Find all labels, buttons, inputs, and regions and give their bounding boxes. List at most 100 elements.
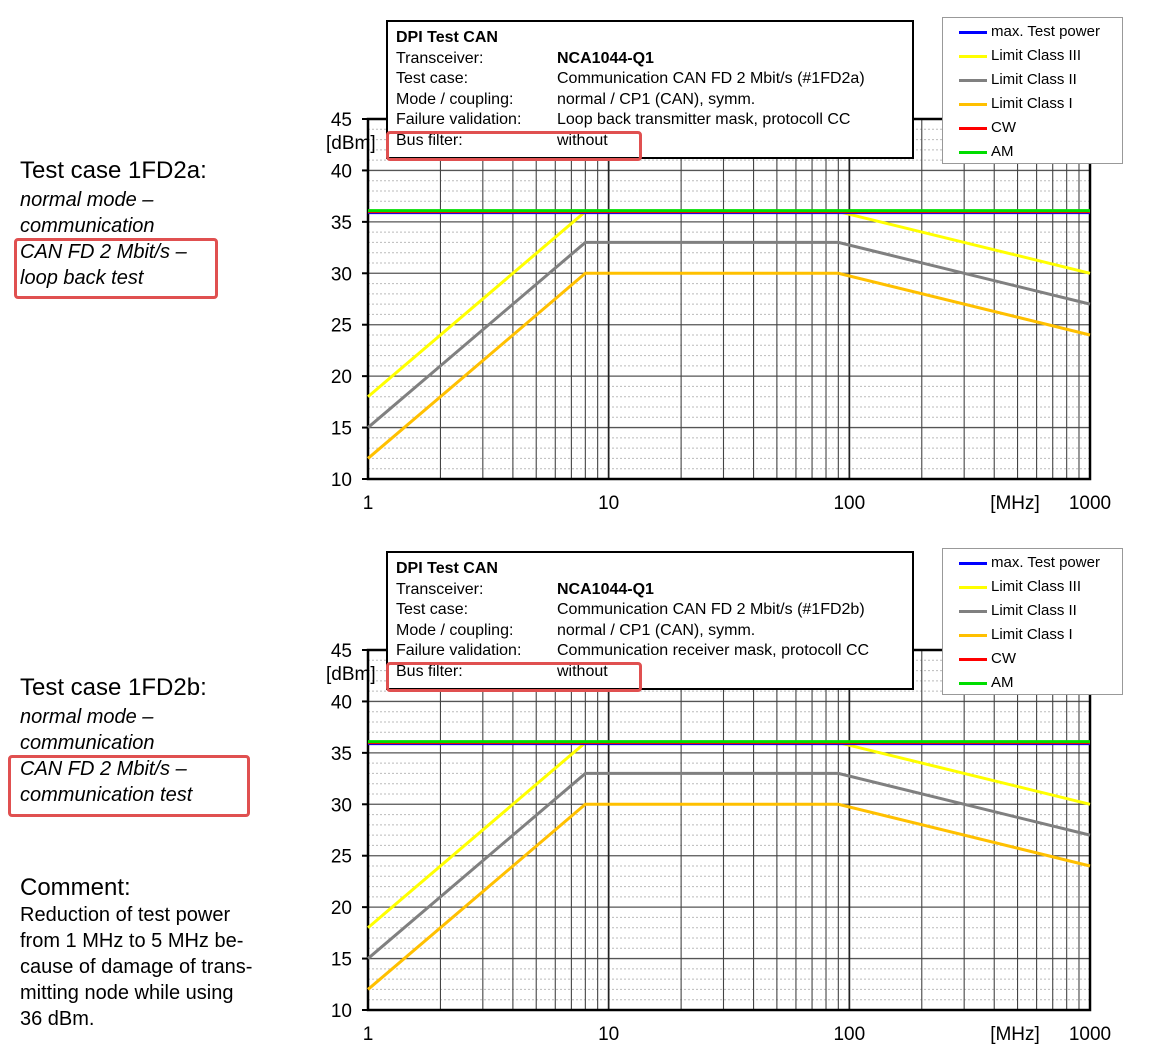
legend-swatch xyxy=(959,585,987,589)
info-row: Test case: Communication CAN FD 2 Mbit/s … xyxy=(396,600,904,621)
legend-swatch xyxy=(959,657,987,661)
description-line: CAN FD 2 Mbit/s – xyxy=(20,758,187,780)
description-line: communication xyxy=(20,215,155,237)
comment-line: Reduction of test power xyxy=(20,904,231,926)
y-tick-label: 25 xyxy=(331,316,352,337)
series-line-limit-class-i xyxy=(367,271,1091,460)
info-title: DPI Test CAN xyxy=(396,560,498,577)
y-tick-label: 20 xyxy=(331,898,352,919)
comment-line: mitting node while using xyxy=(20,982,234,1004)
y-tick-label: 20 xyxy=(331,367,352,388)
legend-swatch xyxy=(959,150,987,154)
series-line-limit-class-ii xyxy=(367,771,1091,960)
legend-label: Limit Class II xyxy=(991,602,1077,619)
legend: max. Test power Limit Class III Limit Clas… xyxy=(942,548,1123,695)
plot-frame xyxy=(366,648,1092,1012)
comment: Comment: Reduction of test power from 1 … xyxy=(20,874,252,1032)
y-tick-label: 30 xyxy=(331,795,352,816)
info-value: normal / CP1 (CAN), symm. xyxy=(557,90,756,108)
gridlines xyxy=(367,118,1091,480)
info-value: Communication CAN FD 2 Mbit/s (#1FD2a) xyxy=(557,70,865,87)
y-tick-label: 35 xyxy=(331,213,352,234)
legend-item: Limit Class III xyxy=(959,575,1122,599)
plot: 10 15 20 25 30 35 40 45 1 10 100 1000 [MHz] [dBm] xyxy=(326,641,1111,1045)
info-label: Mode / coupling: xyxy=(396,621,514,639)
description-line: CAN FD 2 Mbit/s – xyxy=(20,241,187,263)
info-label: Test case: xyxy=(396,601,469,618)
info-value: NCA1044-Q1 xyxy=(557,49,654,67)
y-axis-label: [dBm] xyxy=(326,133,376,154)
series-line-limit-class-i xyxy=(367,802,1091,991)
x-tick-label: 1000 xyxy=(1069,493,1111,514)
y-tick-label: 10 xyxy=(331,1001,352,1022)
x-axis-label: [MHz] xyxy=(990,493,1040,514)
info-row: Transceiver: NCA1044-Q1 xyxy=(396,49,904,70)
info-title: DPI Test CAN xyxy=(396,29,498,46)
info-row: Transceiver: NCA1044-Q1 xyxy=(396,580,904,601)
y-tick-label: 15 xyxy=(331,950,352,971)
legend-label: AM xyxy=(991,143,1014,160)
plot-frame xyxy=(366,117,1092,481)
test-case-description: normal mode – communication CAN FD 2 Mbi… xyxy=(20,704,192,808)
info-value: Communication CAN FD 2 Mbit/s (#1FD2b) xyxy=(557,601,865,618)
y-tick-label: 35 xyxy=(331,744,352,765)
info-row: Mode / coupling: normal / CP1 (CAN), symm… xyxy=(396,90,904,111)
y-tick-label: 40 xyxy=(331,161,352,182)
info-row: Bus filter: without xyxy=(396,662,904,683)
y-tick-label: 45 xyxy=(331,110,352,131)
legend-label: Limit Class I xyxy=(991,95,1073,112)
legend-swatch xyxy=(959,681,987,685)
info-label: Transceiver: xyxy=(396,49,484,67)
highlight-box xyxy=(386,662,642,692)
legend-swatch xyxy=(959,126,987,130)
legend-swatch xyxy=(959,54,987,58)
info-value: Communication receiver mask, protocoll C… xyxy=(557,642,870,659)
legend-swatch xyxy=(959,30,987,34)
info-row: Failure validation: Loop back transmitter… xyxy=(396,110,904,131)
y-tick-label: 40 xyxy=(331,692,352,713)
info-value: NCA1044-Q1 xyxy=(557,580,654,598)
test-case-title: Test case 1FD2b: xyxy=(20,674,207,701)
legend-item: AM xyxy=(959,671,1122,695)
test-info-box: DPI Test CAN Transceiver: NCA1044-Q1 Test c… xyxy=(386,551,914,690)
legend-label: Limit Class III xyxy=(991,47,1082,64)
comment-line: cause of damage of trans- xyxy=(20,956,253,978)
legend-item: Limit Class II xyxy=(959,68,1122,92)
legend-item: AM xyxy=(959,140,1122,164)
info-value: Loop back transmitter mask, protocoll CC xyxy=(557,111,851,128)
legend-label: Limit Class II xyxy=(991,71,1077,88)
legend-label: max. Test power xyxy=(991,23,1100,40)
info-label: Failure validation: xyxy=(396,642,522,659)
comment-title: Comment: xyxy=(20,874,131,901)
y-tick-label: 15 xyxy=(331,419,352,440)
y-tick-label: 25 xyxy=(331,847,352,868)
legend-item: Limit Class III xyxy=(959,44,1122,68)
legend-item: Limit Class I xyxy=(959,623,1122,647)
legend-swatch xyxy=(959,561,987,565)
gridlines xyxy=(367,649,1091,1011)
comment-line: from 1 MHz to 5 MHz be- xyxy=(20,930,244,952)
legend-item: max. Test power xyxy=(959,20,1122,44)
info-value: without xyxy=(557,662,608,680)
y-axis-label: [dBm] xyxy=(326,664,376,685)
info-label: Bus filter: xyxy=(396,662,463,680)
legend-swatch xyxy=(959,609,987,613)
info-label: Transceiver: xyxy=(396,580,484,598)
info-label: Mode / coupling: xyxy=(396,90,514,108)
legend-item: CW xyxy=(959,647,1122,671)
comment-line: 36 dBm. xyxy=(20,1008,95,1030)
highlight-box xyxy=(386,131,642,161)
info-value: without xyxy=(557,131,608,149)
info-label: Failure validation: xyxy=(396,111,522,128)
info-row: Test case: Communication CAN FD 2 Mbit/s … xyxy=(396,69,904,90)
legend-label: AM xyxy=(991,674,1014,691)
x-tick-label: 10 xyxy=(598,1024,619,1045)
legend-swatch xyxy=(959,102,987,106)
highlight-box xyxy=(8,755,250,817)
highlight-box xyxy=(14,238,218,299)
x-tick-label: 10 xyxy=(598,493,619,514)
x-tick-label: 100 xyxy=(833,1024,865,1045)
legend-item: max. Test power xyxy=(959,551,1122,575)
test-case-description: normal mode – communication CAN FD 2 Mbi… xyxy=(20,187,187,291)
x-tick-label: 1 xyxy=(363,1024,374,1045)
